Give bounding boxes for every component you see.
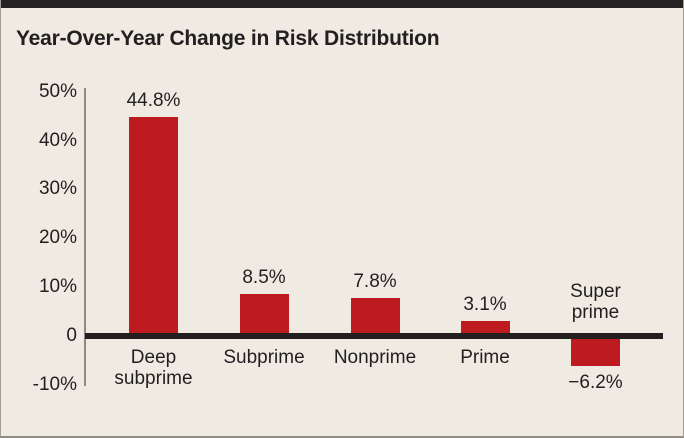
zero-baseline [85, 333, 663, 339]
bar [350, 298, 400, 333]
top-accent-bar [1, 0, 683, 8]
bar [239, 294, 289, 333]
y-tick-label: 40% [38, 129, 77, 151]
y-axis-line [84, 88, 86, 386]
category-label: Deep subprime [114, 347, 193, 389]
y-tick-label: 10% [38, 276, 77, 298]
bar [129, 117, 178, 333]
category-label: Super prime [570, 281, 621, 323]
y-tick-label: -10% [32, 373, 77, 395]
bar-value-label: 8.5% [242, 267, 286, 288]
bar-value-label: 3.1% [463, 294, 507, 315]
category-label: Nonprime [333, 347, 417, 368]
y-tick-label: 30% [38, 178, 77, 200]
y-tick-label: 0 [66, 325, 77, 346]
bar-value-label: 7.8% [353, 271, 397, 292]
category-label: Prime [460, 347, 510, 368]
y-tick-label: 50% [38, 80, 77, 102]
bar-value-label: 44.8% [126, 90, 181, 111]
chart-title: Year-Over-Year Change in Risk Distributi… [16, 27, 440, 50]
bar-value-label: −6.2% [568, 372, 623, 393]
y-tick-label: 20% [38, 227, 77, 249]
bar [460, 321, 510, 333]
category-label: Subprime [223, 347, 305, 368]
bar [571, 339, 620, 366]
